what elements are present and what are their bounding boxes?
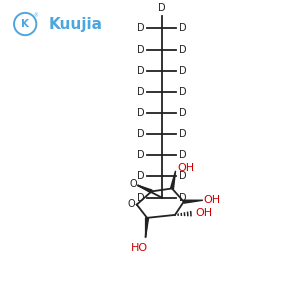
Text: O: O bbox=[129, 179, 137, 189]
Text: HO: HO bbox=[131, 243, 148, 254]
Text: D: D bbox=[137, 171, 144, 182]
Text: OH: OH bbox=[177, 163, 194, 173]
Polygon shape bbox=[146, 218, 148, 237]
Text: D: D bbox=[179, 171, 187, 182]
Text: D: D bbox=[179, 66, 187, 76]
Text: D: D bbox=[179, 150, 187, 160]
Text: D: D bbox=[137, 129, 144, 139]
Text: D: D bbox=[137, 45, 144, 55]
Text: D: D bbox=[137, 66, 144, 76]
Text: OH: OH bbox=[195, 208, 212, 218]
Text: D: D bbox=[179, 108, 187, 118]
Text: O: O bbox=[127, 199, 135, 209]
Text: ®: ® bbox=[34, 13, 38, 18]
Text: K: K bbox=[21, 19, 29, 29]
Text: D: D bbox=[158, 3, 166, 13]
Text: D: D bbox=[179, 23, 187, 33]
Text: D: D bbox=[137, 193, 144, 202]
Text: Kuujia: Kuujia bbox=[49, 16, 103, 32]
Text: OH: OH bbox=[204, 195, 221, 205]
Text: D: D bbox=[137, 23, 144, 33]
Polygon shape bbox=[138, 185, 152, 193]
Text: D: D bbox=[179, 87, 187, 97]
Text: D: D bbox=[179, 45, 187, 55]
Polygon shape bbox=[184, 200, 203, 203]
Text: D: D bbox=[137, 87, 144, 97]
Text: D: D bbox=[137, 108, 144, 118]
Polygon shape bbox=[171, 171, 176, 189]
Text: D: D bbox=[179, 129, 187, 139]
Text: D: D bbox=[137, 150, 144, 160]
Text: D: D bbox=[179, 193, 187, 202]
